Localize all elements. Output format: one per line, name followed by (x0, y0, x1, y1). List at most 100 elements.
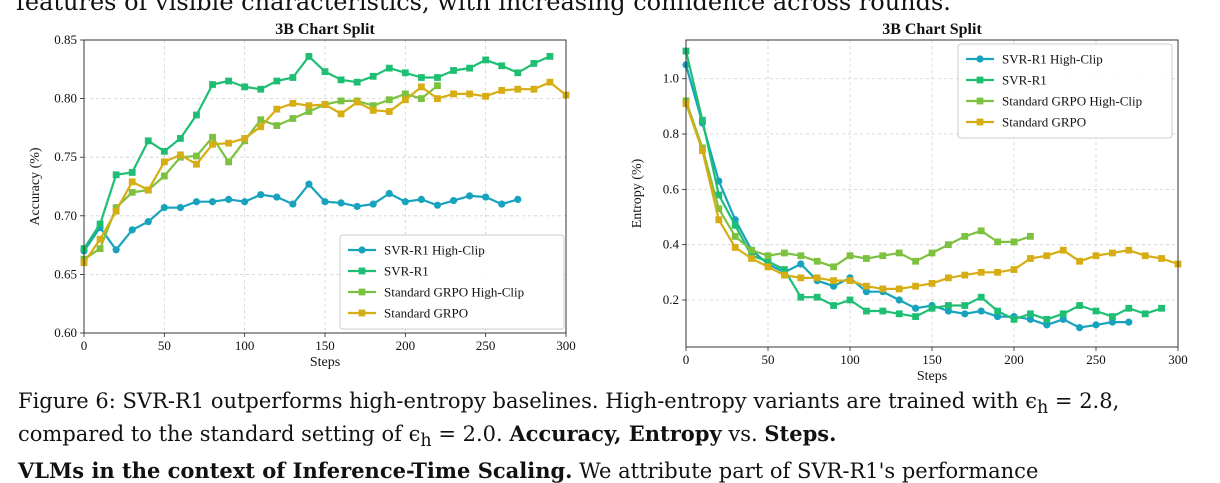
data-point (434, 95, 441, 102)
data-point (369, 200, 377, 208)
data-point (514, 85, 522, 93)
figure-caption: Figure 6: SVR-R1 outperforms high-entrop… (18, 389, 1208, 454)
data-point (449, 196, 458, 205)
data-point (912, 304, 920, 312)
data-point (1059, 315, 1067, 323)
x-tick-label: 100 (840, 352, 860, 367)
data-point (128, 169, 136, 176)
y-tick-label: 0.6 (663, 181, 680, 196)
data-point (482, 92, 490, 100)
y-tick-label: 0.4 (663, 237, 680, 252)
data-point (257, 116, 265, 124)
data-point (1108, 318, 1116, 326)
data-point (321, 101, 329, 108)
data-point (546, 78, 554, 86)
data-point (813, 293, 821, 301)
x-tick-label: 0 (81, 338, 88, 353)
data-point (241, 198, 249, 206)
data-point (128, 188, 136, 196)
data-point (369, 102, 377, 110)
x-tick-label: 200 (396, 338, 416, 353)
data-point (160, 172, 168, 180)
data-point (846, 277, 854, 285)
x-tick-label: 150 (315, 338, 335, 353)
legend: SVR-R1 High-Clip SVR-R1 Standard GRPO High… (339, 234, 565, 330)
data-point (353, 78, 361, 86)
data-point (830, 302, 837, 309)
data-point (699, 116, 706, 124)
series-line (684, 100, 1031, 268)
x-tick-label: 50 (158, 338, 171, 353)
data-point (498, 86, 506, 94)
y-tick-label: 0.80 (54, 91, 77, 106)
data-point (715, 216, 723, 224)
data-point (961, 232, 969, 240)
data-point (369, 72, 377, 80)
caption-text: SVR-R1 outperforms high-entropy baseline… (115, 389, 1037, 413)
data-point (418, 83, 425, 91)
data-point (1158, 304, 1165, 312)
data-point (862, 288, 871, 296)
data-point (498, 200, 506, 208)
data-point (177, 135, 184, 142)
data-point (1125, 246, 1133, 254)
legend-label: SVR-R1 High-Clip (384, 243, 485, 258)
chart-2: 3B Chart Split 0 50 100 150 200 250 300 0.2 0.4 0.… (630, 21, 1188, 384)
data-point (337, 199, 345, 207)
data-point (401, 69, 409, 77)
plot-area (682, 47, 1182, 332)
data-point (879, 252, 887, 260)
data-point (1125, 304, 1133, 312)
data-point (225, 158, 232, 166)
data-point (715, 205, 723, 213)
data-point (895, 249, 903, 257)
x-tick-label: 50 (762, 352, 775, 367)
data-point (257, 85, 265, 93)
data-point (337, 97, 345, 105)
data-point (977, 227, 985, 235)
data-point (961, 302, 969, 309)
data-point (160, 147, 168, 155)
series-line (684, 64, 1129, 329)
data-point (1092, 307, 1100, 315)
legend-label: Standard GRPO (1002, 115, 1086, 130)
legend-marker (976, 76, 984, 84)
x-tick-label: 250 (1086, 352, 1106, 367)
data-point (466, 192, 474, 200)
legend-label: SVR-R1 (384, 264, 429, 279)
data-point (1158, 255, 1165, 262)
y-tick-label: 0.85 (54, 32, 77, 47)
data-point (112, 171, 120, 179)
data-point (401, 198, 409, 206)
chart-title: 3B Chart Split (882, 21, 982, 38)
caption-tail: = 2.0. (431, 422, 510, 447)
x-tick-label: 100 (235, 338, 255, 353)
plot-area (80, 53, 570, 267)
data-point (546, 53, 554, 60)
data-point (160, 203, 168, 212)
data-point (797, 293, 805, 301)
data-point (273, 77, 281, 85)
caption-sub-1: h (1036, 398, 1049, 419)
data-point (797, 252, 805, 260)
data-point (731, 232, 739, 240)
data-point (482, 56, 490, 64)
data-point (1076, 302, 1083, 309)
data-point (337, 76, 345, 84)
data-point (112, 246, 120, 254)
caption-mid: = 2.8, compared to the standard setting … (18, 389, 1120, 447)
data-point (748, 255, 755, 262)
caption-vs: vs. (721, 422, 765, 447)
y-axis-label: Accuracy (%) (28, 147, 43, 225)
data-point (225, 195, 233, 203)
data-point (912, 313, 919, 320)
data-point (945, 241, 952, 249)
y-tick-label: 0.65 (54, 266, 77, 281)
data-point (1109, 249, 1116, 257)
data-point (176, 203, 184, 212)
x-tick-label: 0 (683, 352, 690, 367)
data-point (797, 260, 805, 268)
data-point (434, 74, 441, 81)
data-point (434, 82, 441, 90)
